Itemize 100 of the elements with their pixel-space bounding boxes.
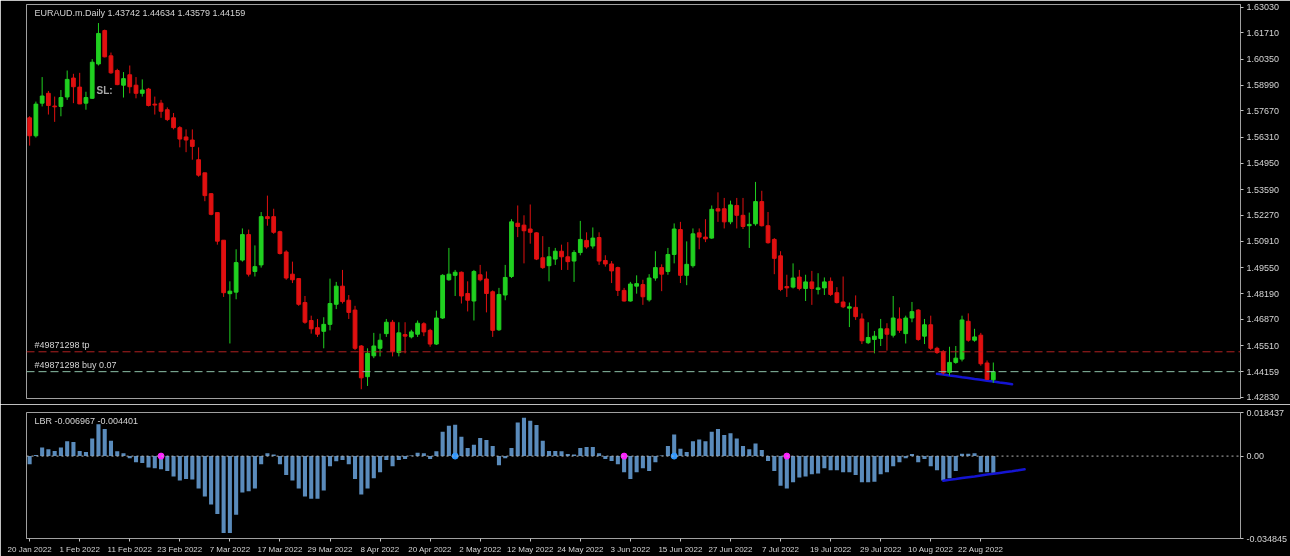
bar <box>403 456 408 459</box>
bar <box>697 439 702 457</box>
candlestick <box>790 262 796 289</box>
bar <box>609 456 614 462</box>
bar <box>709 431 714 457</box>
bar <box>90 438 95 457</box>
bar <box>809 456 814 475</box>
candlestick <box>803 274 808 302</box>
candlestick <box>665 247 671 276</box>
bar <box>196 456 201 489</box>
bar <box>390 456 395 467</box>
x-tick-label: 11 Feb 2022 <box>107 544 153 554</box>
bar <box>653 456 658 463</box>
bar <box>96 424 101 457</box>
bar <box>459 436 464 457</box>
line-series <box>935 372 1014 386</box>
bar <box>108 440 114 457</box>
bar <box>52 450 57 457</box>
y-tick-label: 1.52270 <box>1246 210 1280 221</box>
bar <box>302 456 307 497</box>
y-tick-label: 1.61710 <box>1246 27 1280 38</box>
candlestick <box>27 115 33 147</box>
chart-title: LBR -0.006967 -0.004401 <box>34 415 139 426</box>
candlestick <box>452 269 458 297</box>
candlestick <box>402 321 408 354</box>
bar <box>515 422 520 457</box>
bar <box>190 456 195 480</box>
bar <box>334 456 339 462</box>
bar <box>816 456 821 474</box>
candlestick <box>696 227 702 250</box>
bar <box>353 456 358 480</box>
y-tick-label: 1.56310 <box>1246 132 1280 143</box>
bar <box>27 456 32 465</box>
bar <box>985 456 990 473</box>
bar <box>853 456 858 476</box>
candlestick <box>252 244 258 277</box>
y-tick-label: 1.53590 <box>1246 184 1280 195</box>
x-tick-label: 22 Aug 2022 <box>958 544 1004 554</box>
bar <box>171 456 176 477</box>
candlestick <box>396 321 402 357</box>
candlestick <box>58 89 64 117</box>
bar <box>165 456 170 471</box>
bar <box>665 445 670 457</box>
candlestick <box>847 302 852 328</box>
candlestick <box>859 312 865 345</box>
bar <box>521 417 527 457</box>
bar <box>177 456 182 481</box>
candlestick <box>796 269 802 291</box>
bar <box>734 438 739 457</box>
bar <box>440 431 445 457</box>
ref-line-label: #49871298 tp <box>34 339 90 350</box>
bar <box>540 440 545 457</box>
bar <box>978 456 983 473</box>
x-tick-label: 27 Jun 2022 <box>708 544 754 554</box>
candlestick <box>46 90 51 116</box>
bar <box>215 456 220 515</box>
candlestick <box>922 318 927 345</box>
bar <box>184 456 189 480</box>
bar <box>252 456 257 489</box>
bar <box>346 456 351 465</box>
candlestick <box>890 295 896 338</box>
annotation: SL: <box>96 85 113 96</box>
line-series <box>942 468 1026 482</box>
x-tick-label: 2 May 2022 <box>459 544 502 554</box>
y-tick-label: 0.00 <box>1246 451 1265 462</box>
bar <box>71 441 76 457</box>
bar <box>828 456 833 471</box>
bar <box>640 456 645 469</box>
bar <box>791 456 796 483</box>
bar <box>340 456 345 461</box>
bar <box>227 456 232 533</box>
bar <box>553 450 558 457</box>
candlestick <box>227 280 233 344</box>
bar <box>628 456 633 480</box>
bar <box>578 448 583 457</box>
bar <box>934 456 940 471</box>
bar <box>647 456 652 471</box>
candlestick <box>64 70 70 101</box>
y-tick-label: 1.57670 <box>1246 105 1280 116</box>
x-tick-label: 15 Jun 2022 <box>658 544 703 554</box>
bar <box>891 456 896 467</box>
y-tick-label: 1.46870 <box>1246 314 1280 325</box>
x-tick-label: 20 Jan 2022 <box>7 544 53 554</box>
candlestick <box>840 276 846 309</box>
x-tick-label: 1 Feb 2022 <box>59 544 101 554</box>
bar <box>146 456 151 468</box>
bar <box>434 451 439 457</box>
y-tick-label: 1.45510 <box>1246 340 1280 351</box>
y-tick-label: 1.50910 <box>1246 236 1280 247</box>
bar <box>428 456 433 459</box>
candlestick <box>590 226 596 250</box>
bar <box>534 424 539 457</box>
candlestick <box>502 264 508 301</box>
bar <box>703 441 708 457</box>
y-tick-label: 1.48190 <box>1246 288 1280 299</box>
x-tick-label: 8 Apr 2022 <box>360 544 400 554</box>
candlestick <box>640 279 646 306</box>
bar <box>753 443 758 457</box>
bar <box>490 445 495 457</box>
bar <box>77 450 82 457</box>
